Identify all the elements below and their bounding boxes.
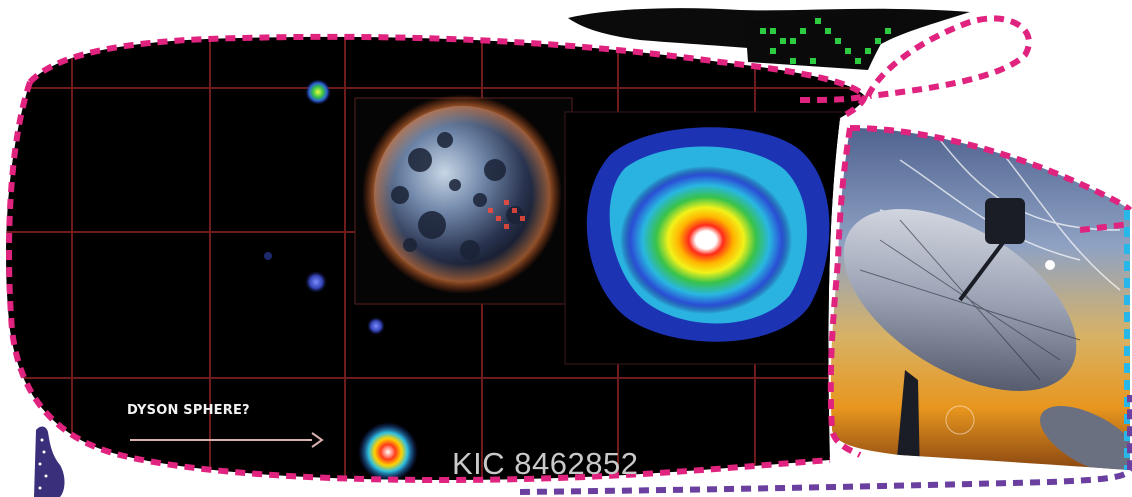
green-star bbox=[305, 79, 331, 105]
kic-star-label: KIC 8462852 bbox=[452, 446, 639, 481]
arrow-head bbox=[311, 432, 324, 448]
infrared-star-heatmap bbox=[586, 127, 830, 342]
pink-dashed-outline bbox=[6, 15, 1132, 484]
dyson-sphere-label: DYSON SPHERE? bbox=[127, 403, 250, 418]
blue-star-2 bbox=[367, 317, 385, 335]
purple-dashed-outline bbox=[519, 395, 1132, 495]
radio-telescope-dish-image bbox=[830, 128, 1130, 470]
blue-star-3 bbox=[264, 252, 272, 260]
green-pixel-grid-top bbox=[745, 14, 900, 70]
kic-star bbox=[358, 422, 418, 480]
blue-star bbox=[305, 271, 327, 293]
dotted-bottle-shape bbox=[34, 426, 65, 497]
space-panel bbox=[6, 36, 865, 480]
